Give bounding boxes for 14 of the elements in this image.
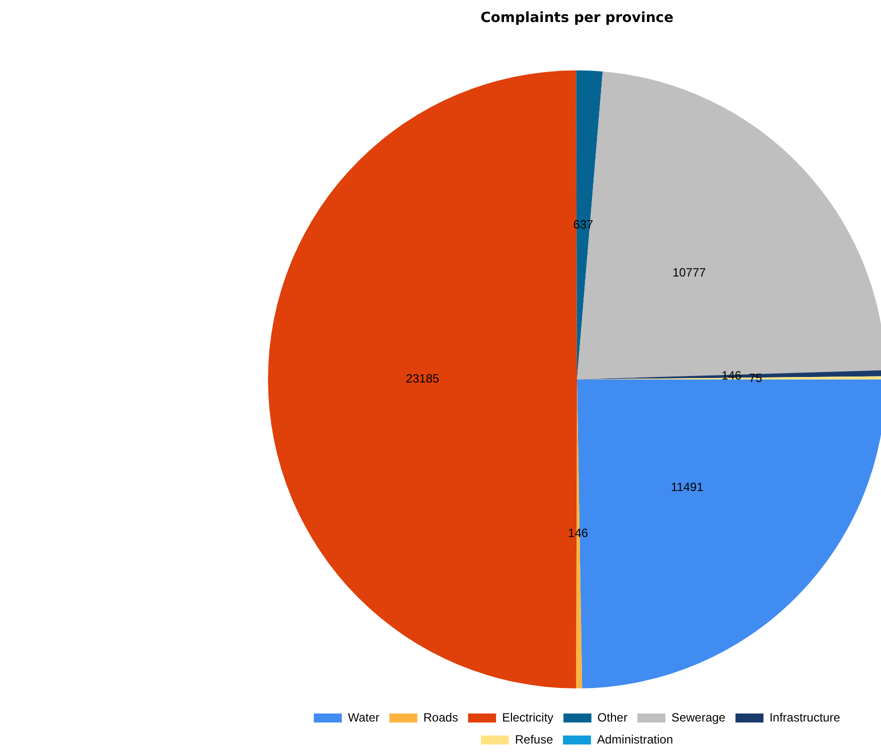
data-label: 10777 <box>672 265 706 280</box>
data-label: 11491 <box>670 480 704 494</box>
data-label: 23185 <box>406 372 440 386</box>
legend-label: Electricity <box>502 710 554 724</box>
legend-label: Other <box>597 710 628 724</box>
legend-label: Sewerage <box>671 710 726 724</box>
legend-label: Refuse <box>514 732 554 746</box>
legend-label: Roads <box>423 710 458 724</box>
legend-label: Water <box>348 710 380 724</box>
chart-title: Complaints per province <box>480 10 674 26</box>
data-label: 75 <box>748 370 762 385</box>
legend-label: Administration <box>596 732 674 746</box>
legend-label: Infrastructure <box>769 710 840 724</box>
data-label: 146 <box>721 368 742 383</box>
